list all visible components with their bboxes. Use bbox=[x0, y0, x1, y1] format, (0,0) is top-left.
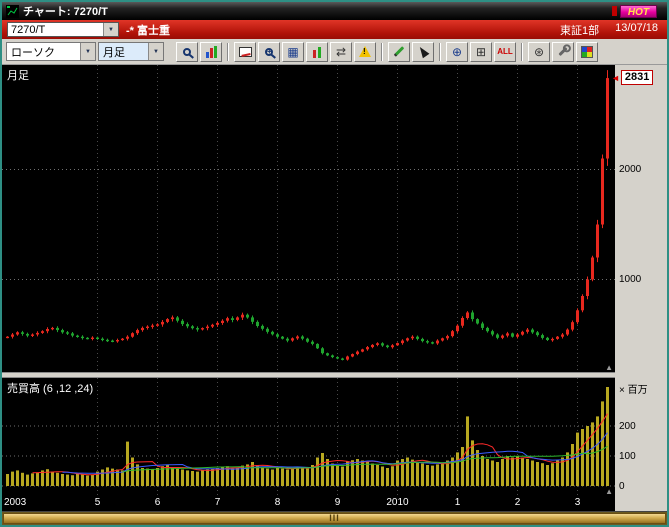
candlestick-icon bbox=[313, 46, 321, 58]
scrollbar-thumb[interactable]: III bbox=[3, 513, 666, 524]
toolbar-separator bbox=[439, 42, 441, 61]
zoom-icon bbox=[183, 47, 191, 56]
pointer-button[interactable] bbox=[412, 41, 434, 62]
volume-axis-label: 0 bbox=[619, 481, 625, 492]
price-chart[interactable] bbox=[2, 65, 615, 373]
stock-name-label: -* 富士重 bbox=[126, 24, 170, 37]
volume-chart[interactable] bbox=[2, 378, 615, 497]
volume-axis-label: 100 bbox=[619, 451, 636, 462]
chart-style-button[interactable] bbox=[200, 41, 222, 62]
x-axis-label: 2003 bbox=[4, 497, 27, 509]
plot-column: 月足 ▲ 売買高 (6 ,12 ,24) ▲ 2003 5 6 7 8 9 2010 1 2 3 bbox=[2, 65, 615, 511]
x-axis-label: 7 bbox=[214, 497, 221, 509]
color-settings-button[interactable] bbox=[576, 41, 598, 62]
price-axis-label: 2000 bbox=[619, 163, 642, 175]
crosshair-icon: ⊞ bbox=[475, 44, 487, 59]
price-arrow-icon: ◄ bbox=[611, 72, 620, 83]
tools-button[interactable] bbox=[552, 41, 574, 62]
hot-indicator-icon bbox=[611, 6, 617, 16]
x-axis-label: 3 bbox=[574, 497, 581, 509]
compare-arrows-icon: ⇄ bbox=[335, 44, 347, 59]
chart-type-value: ローソク bbox=[11, 46, 55, 59]
chart-bars-icon bbox=[205, 45, 217, 58]
price-axis-label: 1000 bbox=[619, 273, 642, 285]
crosshair-button[interactable]: ⊞ bbox=[470, 41, 492, 62]
volume-unit-label: × 百万 bbox=[619, 385, 648, 396]
symbol-value: 7270/T bbox=[11, 23, 46, 36]
chart-type-combobox[interactable]: ローソク bbox=[6, 42, 96, 61]
x-axis-label: 9 bbox=[334, 497, 341, 509]
scrollbar-grip-icon: III bbox=[329, 513, 340, 523]
alert-icon bbox=[359, 46, 371, 57]
candlestick-button[interactable] bbox=[306, 41, 328, 62]
zoom-detail-button[interactable] bbox=[258, 41, 280, 62]
chevron-down-icon[interactable] bbox=[80, 43, 95, 60]
draw-chart-icon bbox=[238, 46, 252, 57]
x-axis-label: 8 bbox=[274, 497, 281, 509]
last-price-marker: ◄ 2831 bbox=[611, 70, 654, 86]
price-pane[interactable]: 月足 ▲ bbox=[2, 65, 615, 373]
cursor-icon bbox=[416, 44, 430, 59]
quote-bar: 7270/T -* 富士重 東証1部 13/07/18 bbox=[2, 20, 667, 39]
quote-right-group: 東証1部 13/07/18 bbox=[560, 22, 662, 38]
x-axis-label: 2 bbox=[514, 497, 521, 509]
draw-line-button[interactable] bbox=[388, 41, 410, 62]
pane-divider[interactable] bbox=[2, 372, 615, 379]
pane-resize-marker[interactable]: ▲ bbox=[605, 363, 613, 373]
price-axis-gutter: ◄ 2831 2000 1000 × 百万 200 100 0 bbox=[611, 65, 667, 511]
zoom-button[interactable] bbox=[176, 41, 198, 62]
toolbar-separator bbox=[381, 42, 383, 61]
volume-axis-label: 200 bbox=[619, 421, 636, 432]
gear-icon: ⊛ bbox=[533, 44, 545, 59]
chart-area: 月足 ▲ 売買高 (6 ,12 ,24) ▲ 2003 5 6 7 8 9 2010 1 2 3 … bbox=[2, 64, 667, 511]
alert-button[interactable] bbox=[354, 41, 376, 62]
x-axis-label: 6 bbox=[154, 497, 161, 509]
interval-value: 月足 bbox=[99, 43, 148, 60]
volume-pane[interactable]: 売買高 (6 ,12 ,24) ▲ bbox=[2, 378, 615, 497]
palette-icon bbox=[581, 45, 593, 58]
last-price-value: 2831 bbox=[620, 70, 654, 86]
symbol-combobox[interactable]: 7270/T bbox=[7, 22, 119, 37]
all-label: ALL bbox=[497, 47, 513, 56]
interval-combobox[interactable]: 月足 bbox=[98, 42, 164, 61]
crosshair-expand-icon: ⊕ bbox=[451, 44, 463, 59]
chevron-down-icon[interactable] bbox=[103, 23, 118, 36]
x-axis: 2003 5 6 7 8 9 2010 1 2 3 bbox=[2, 496, 615, 511]
horizontal-scrollbar[interactable]: III bbox=[2, 511, 667, 525]
date-label: 13/07/18 bbox=[615, 21, 658, 34]
compare-button[interactable]: ⇄ bbox=[330, 41, 352, 62]
chevron-down-icon[interactable] bbox=[148, 43, 163, 60]
market-label: 東証1部 bbox=[560, 24, 600, 37]
x-axis-label: 2010 bbox=[386, 497, 409, 509]
toolbar-separator bbox=[521, 42, 523, 61]
hot-button[interactable]: HOT bbox=[619, 4, 657, 18]
x-axis-label: 5 bbox=[94, 497, 101, 509]
table-icon: ▦ bbox=[287, 44, 299, 59]
volume-pane-label: 売買高 (6 ,12 ,24) bbox=[7, 383, 94, 396]
crosshair-expand-button[interactable]: ⊕ bbox=[446, 41, 468, 62]
zoom-plus-icon bbox=[265, 47, 273, 56]
title-bar: チャート: 7270/T HOT bbox=[2, 2, 667, 20]
pencil-icon bbox=[393, 46, 405, 57]
price-pane-label: 月足 bbox=[7, 70, 29, 82]
table-view-button[interactable]: ▦ bbox=[282, 41, 304, 62]
wrench-icon bbox=[558, 46, 568, 57]
pane-resize-marker[interactable]: ▲ bbox=[605, 487, 613, 497]
window-title: チャート: 7270/T bbox=[23, 6, 108, 18]
app-icon bbox=[6, 4, 19, 18]
x-axis-label: 1 bbox=[454, 497, 461, 509]
settings-button[interactable]: ⊛ bbox=[528, 41, 550, 62]
draw-chart-button[interactable] bbox=[234, 41, 256, 62]
toolbar: ローソク 月足 ▦ ⇄ ⊕ ⊞ ALL ⊛ bbox=[2, 39, 667, 64]
show-all-button[interactable]: ALL bbox=[494, 41, 516, 62]
toolbar-separator bbox=[227, 42, 229, 61]
hot-area: HOT bbox=[611, 4, 657, 18]
